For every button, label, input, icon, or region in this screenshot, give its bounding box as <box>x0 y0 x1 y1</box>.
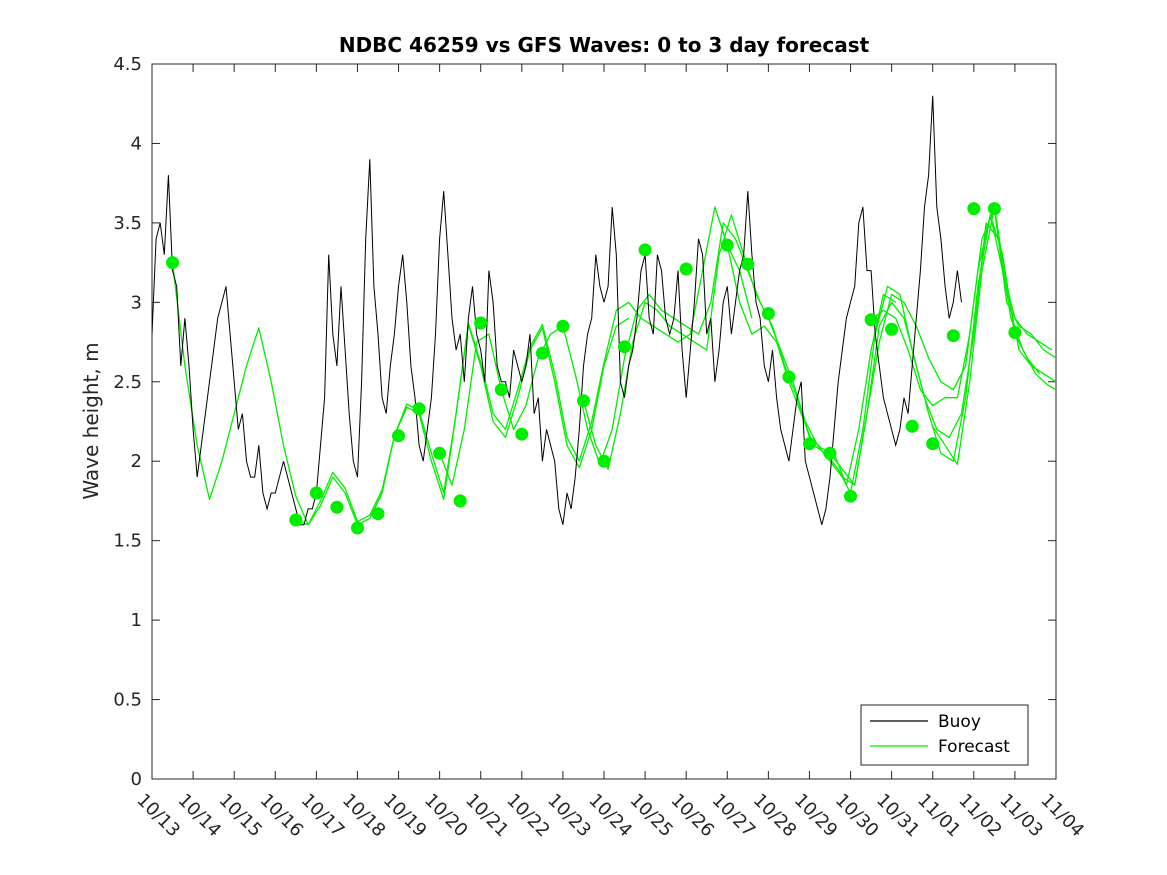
forecast-run-line-6 <box>870 207 1056 407</box>
forecast-point <box>803 437 816 451</box>
forecast-point <box>1008 326 1022 339</box>
forecast-run-line-2 <box>295 206 753 526</box>
forecast-point <box>494 383 508 397</box>
forecast-point <box>761 307 775 320</box>
forecast-point <box>741 257 755 271</box>
series-group <box>152 95 1056 535</box>
forecast-point <box>577 394 590 408</box>
forecast-run-line-3 <box>438 222 897 486</box>
legend-forecast-label: Forecast <box>938 737 1010 757</box>
forecast-point <box>885 322 899 336</box>
forecast-point <box>392 429 405 443</box>
y-tick-label: 3.5 <box>113 213 142 234</box>
legend: Buoy Forecast <box>860 704 1029 766</box>
forecast-point <box>905 419 919 433</box>
chart-title: NDBC 46259 vs GFS Waves: 0 to 3 day fore… <box>339 33 870 57</box>
forecast-point <box>946 329 960 343</box>
forecast-point <box>967 202 981 216</box>
forecast-point <box>535 346 549 360</box>
y-tick-label: 0.5 <box>113 690 142 711</box>
forecast-point <box>166 256 179 270</box>
forecast-point <box>597 454 611 468</box>
forecast-point <box>926 437 940 451</box>
forecast-point <box>351 521 364 535</box>
forecast-point <box>618 340 631 354</box>
y-tick-label: 1.5 <box>113 531 142 552</box>
forecast-point <box>679 262 693 276</box>
forecast-point <box>412 402 426 416</box>
y-axis-label: Wave height, m <box>79 342 103 499</box>
y-tick-label: 0 <box>131 769 142 790</box>
buoy-line <box>152 95 962 526</box>
legend-box <box>860 704 1029 766</box>
y-tick-label: 4 <box>131 133 142 154</box>
y-tick-label: 2.5 <box>113 372 142 393</box>
y-tick-label: 3 <box>131 292 142 313</box>
legend-buoy-label: Buoy <box>938 712 981 732</box>
forecast-point <box>330 500 344 514</box>
forecast-point <box>474 316 488 330</box>
forecast-point <box>720 238 734 252</box>
forecast-run-line-8 <box>829 214 1053 486</box>
y-tick-label: 4.5 <box>113 54 142 75</box>
forecast-point <box>515 427 529 441</box>
forecast-point <box>638 243 652 257</box>
forecast-point <box>371 507 385 521</box>
y-tick-label: 2 <box>131 451 142 472</box>
forecast-point <box>823 446 837 460</box>
forecast-point <box>844 489 857 503</box>
forecast-point <box>782 370 796 384</box>
forecast-point <box>309 486 323 500</box>
forecast-point <box>987 202 1001 216</box>
forecast-point <box>433 446 447 460</box>
forecast-point <box>289 513 303 527</box>
y-tick-label: 1 <box>131 610 142 631</box>
forecast-run-line-4 <box>582 214 1041 486</box>
forecast-point <box>556 319 570 333</box>
forecast-point <box>864 313 878 327</box>
forecast-point <box>453 494 467 508</box>
